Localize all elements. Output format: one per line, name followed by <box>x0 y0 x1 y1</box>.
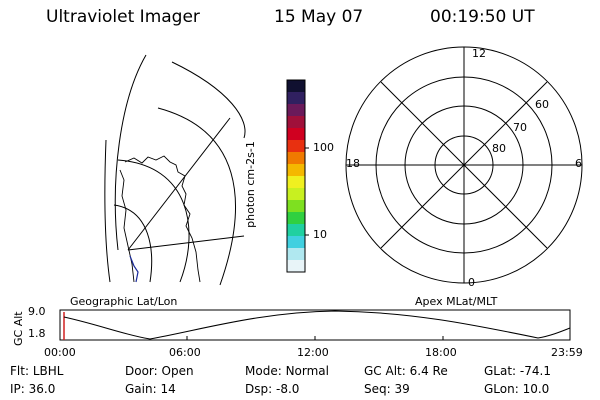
altitude-xticks <box>186 336 444 340</box>
date-label: 15 May 07 <box>274 7 364 27</box>
altitude-xtick-1800: 18:00 <box>425 346 457 359</box>
left-panel-label: Geographic Lat/Lon <box>70 295 178 308</box>
polar-grid <box>345 46 583 284</box>
meridian-left <box>104 139 111 283</box>
mlt-label-12: 12 <box>472 47 486 60</box>
status-ip: IP: 36.0 <box>10 382 56 396</box>
coastline-2 <box>119 169 135 283</box>
colorbar-segment <box>287 188 305 201</box>
instrument-title: Ultraviolet Imager <box>46 7 200 27</box>
altitude-ytick-low: 1.8 <box>28 327 46 340</box>
time-label: 00:19:50 UT <box>430 7 535 27</box>
colorbar-segment <box>287 140 305 153</box>
lat-circle-mid <box>157 107 236 286</box>
colorbar-segment <box>287 248 305 261</box>
colorbar-segment <box>287 152 305 165</box>
altitude-curve <box>63 310 571 340</box>
colorbar-segment <box>287 80 305 93</box>
colorbar-segment <box>287 212 305 225</box>
status-mode: Mode: Normal <box>245 364 329 378</box>
colorbar-label: photon cm-2s-1 <box>243 141 257 228</box>
mlat-label-70: 70 <box>513 121 527 134</box>
footprint-trace <box>129 255 139 283</box>
altitude-xtick-1200: 12:00 <box>297 346 329 359</box>
colorbar-segment <box>287 200 305 213</box>
altitude-plot-frame <box>59 309 571 341</box>
meridian-right <box>127 235 245 251</box>
mlt-line-diag2 <box>380 81 548 249</box>
colorbar-segment <box>287 116 305 129</box>
altitude-xtick-0000: 00:00 <box>44 346 76 359</box>
lat-circle-small <box>113 204 153 283</box>
status-dsp: Dsp: -8.0 <box>245 382 300 396</box>
status-flt: Flt: LBHL <box>10 364 64 378</box>
lat-circle-inner <box>117 159 190 283</box>
status-glon: GLon: 10.0 <box>484 382 550 396</box>
colorbar-tick-10: 10 <box>313 228 327 241</box>
altitude-xtick-0600: 06:00 <box>169 346 201 359</box>
status-gain: Gain: 14 <box>125 382 176 396</box>
status-seq: Seq: 39 <box>364 382 410 396</box>
mlat-label-80: 80 <box>492 142 506 155</box>
status-door: Door: Open <box>125 364 194 378</box>
altitude-ylabel: GC Alt <box>12 311 25 346</box>
status-glat: GLat: -74.1 <box>484 364 551 378</box>
coastline <box>124 155 201 283</box>
mlt-label-18: 18 <box>346 157 360 170</box>
colorbar-ticks <box>305 147 309 236</box>
mlt-label-6: 6 <box>575 157 582 170</box>
meridian-diag <box>127 117 231 251</box>
colorbar-segment <box>287 224 305 237</box>
colorbar-segment <box>287 104 305 117</box>
colorbar-segment <box>287 92 305 105</box>
lat-circle-outer <box>114 54 147 251</box>
colorbar-segment <box>287 236 305 249</box>
colorbar <box>287 80 305 273</box>
colorbar-segment <box>287 260 305 273</box>
status-gc-alt: GC Alt: 6.4 Re <box>364 364 448 378</box>
altitude-xtick-2359: 23:59 <box>551 346 583 359</box>
lat-circle-arc <box>171 61 246 139</box>
colorbar-tick-100: 100 <box>313 141 334 154</box>
colorbar-segment <box>287 164 305 177</box>
mlat-label-60: 60 <box>535 98 549 111</box>
colorbar-segment <box>287 176 305 189</box>
colorbar-segment <box>287 128 305 141</box>
mlt-label-0: 0 <box>468 276 475 289</box>
altitude-ytick-high: 9.0 <box>28 305 46 318</box>
geographic-map <box>104 54 246 286</box>
right-panel-label: Apex MLat/MLT <box>415 295 498 308</box>
colorbar-frame <box>286 79 306 273</box>
